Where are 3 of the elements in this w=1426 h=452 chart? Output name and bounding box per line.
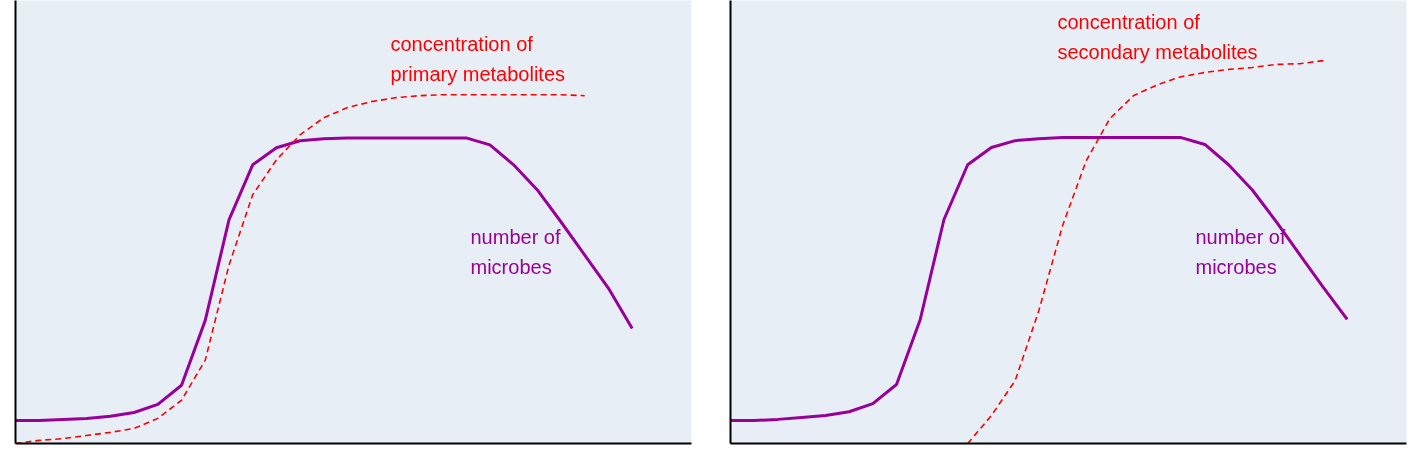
series-label: concentration of primary metabolites <box>390 32 566 86</box>
series-label: concentration of secondary metabolites <box>1057 10 1258 64</box>
series-label: number of microbes <box>470 225 561 279</box>
